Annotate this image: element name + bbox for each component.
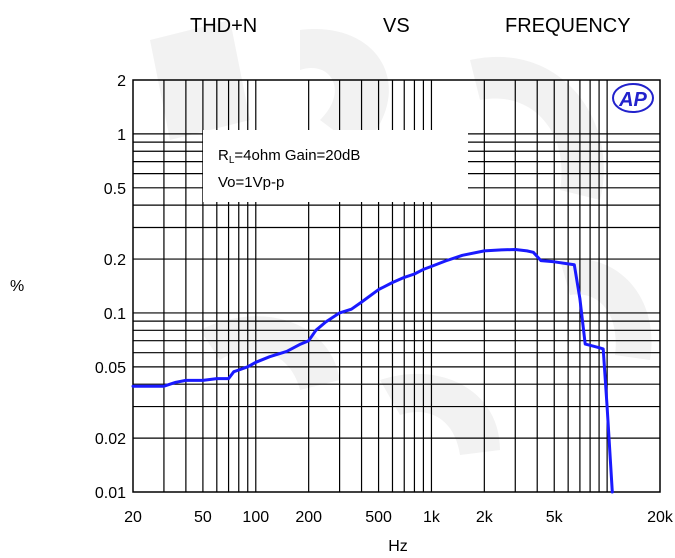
x-tick-label: 2k [476, 509, 494, 526]
ap-logo: AP [612, 83, 654, 113]
x-tick-label: 1k [423, 509, 441, 526]
annotation-line-1: RL=4ohm Gain=20dB [218, 147, 360, 166]
x-tick-label: 100 [242, 509, 269, 526]
thd-curve [131, 248, 614, 494]
x-tick-label: 500 [365, 509, 392, 526]
annotation-box: RL=4ohm Gain=20dB Vo=1Vp-p [203, 130, 468, 202]
watermark [150, 20, 652, 455]
x-tick-label: 20 [124, 509, 142, 526]
x-tick-labels: 20 50 100 200 500 1k 2k 5k 20k [124, 509, 674, 526]
plot-area [132, 79, 661, 493]
y-axis-label: % [10, 278, 24, 295]
svg-text:AP: AP [618, 89, 647, 111]
x-axis-label: Hz [388, 538, 408, 555]
title-part-2: VS [383, 15, 410, 37]
y-tick-label: 1 [117, 127, 126, 144]
y-tick-label: 0.2 [104, 252, 126, 269]
y-tick-label: 0.02 [95, 431, 126, 448]
title-part-1: THD+N [190, 15, 257, 37]
x-tick-label: 200 [295, 509, 322, 526]
y-tick-label: 0.01 [95, 485, 126, 502]
y-tick-label: 0.05 [95, 360, 126, 377]
y-tick-label: 0.1 [104, 306, 126, 323]
title-part-3: FREQUENCY [505, 15, 631, 37]
y-tick-label: 2 [117, 73, 126, 90]
chart-title: THD+N VS FREQUENCY [190, 15, 631, 37]
x-tick-label: 50 [194, 509, 212, 526]
y-tick-labels: 2 1 0.5 0.2 0.1 0.05 0.02 0.01 [95, 73, 126, 502]
annotation-line-2: Vo=1Vp-p [218, 174, 284, 191]
y-tick-label: 0.5 [104, 181, 126, 198]
x-tick-label: 20k [647, 509, 674, 526]
x-tick-label: 5k [546, 509, 564, 526]
